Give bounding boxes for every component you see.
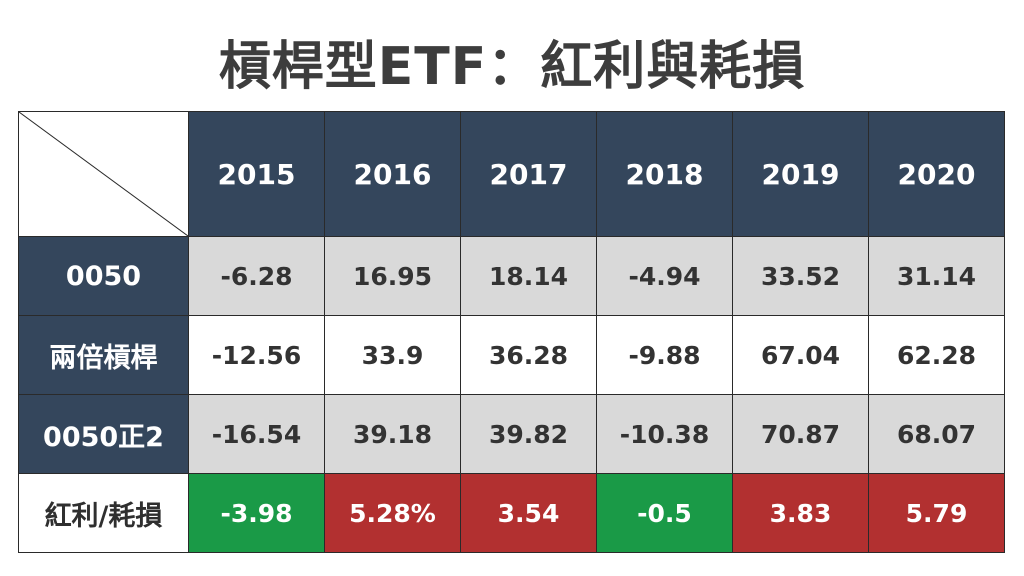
- table-row-0050: 0050 -6.28 16.95 18.14 -4.94 33.52 31.14: [18, 236, 1005, 316]
- table-cell: -10.38: [596, 394, 733, 474]
- year-header-2020: 2020: [868, 111, 1005, 237]
- table-cell: 16.95: [324, 236, 461, 316]
- row-label-2x-leverage: 兩倍槓桿: [18, 315, 189, 395]
- year-header-2017: 2017: [460, 111, 597, 237]
- table-cell: 39.82: [460, 394, 597, 474]
- year-header-2019: 2019: [732, 111, 869, 237]
- table-cell: 62.28: [868, 315, 1005, 395]
- bonus-loss-cell-2016: 5.28%: [324, 473, 461, 553]
- row-label-0050: 0050: [18, 236, 189, 316]
- year-header-2018: 2018: [596, 111, 733, 237]
- table-cell: 70.87: [732, 394, 869, 474]
- page-title: 槓桿型ETF：紅利與耗損: [218, 37, 806, 97]
- corner-cell: [18, 111, 189, 237]
- table-row-2x-leverage: 兩倍槓桿 -12.56 33.9 36.28 -9.88 67.04 62.28: [18, 315, 1005, 395]
- table-row-0050-l2: 0050正2 -16.54 39.18 39.82 -10.38 70.87 6…: [18, 394, 1005, 474]
- table-cell: 39.18: [324, 394, 461, 474]
- table-cell: -4.94: [596, 236, 733, 316]
- table-cell: -16.54: [188, 394, 325, 474]
- year-header-2016: 2016: [324, 111, 461, 237]
- header-row: 2015 2016 2017 2018 2019 2020: [18, 111, 1005, 237]
- table-cell: 67.04: [732, 315, 869, 395]
- table-cell: 31.14: [868, 236, 1005, 316]
- row-label-bonus-loss: 紅利/耗損: [18, 473, 189, 553]
- table-cell: 18.14: [460, 236, 597, 316]
- bonus-loss-cell-2018: -0.5: [596, 473, 733, 553]
- comparison-table: 2015 2016 2017 2018 2019 2020 0050 -6.28…: [18, 111, 1005, 553]
- bonus-loss-cell-2019: 3.83: [732, 473, 869, 553]
- table-cell: 68.07: [868, 394, 1005, 474]
- table-cell: 33.9: [324, 315, 461, 395]
- year-header-2015: 2015: [188, 111, 325, 237]
- table-row-bonus-loss: 紅利/耗損 -3.98 5.28% 3.54 -0.5 3.83 5.79: [18, 473, 1005, 553]
- diagonal-divider-icon: [19, 112, 188, 236]
- bonus-loss-cell-2020: 5.79: [868, 473, 1005, 553]
- table-cell: -9.88: [596, 315, 733, 395]
- bonus-loss-cell-2015: -3.98: [188, 473, 325, 553]
- table-cell: 36.28: [460, 315, 597, 395]
- table-cell: -12.56: [188, 315, 325, 395]
- table-cell: -6.28: [188, 236, 325, 316]
- bonus-loss-cell-2017: 3.54: [460, 473, 597, 553]
- table-cell: 33.52: [732, 236, 869, 316]
- row-label-0050-l2: 0050正2: [18, 394, 189, 474]
